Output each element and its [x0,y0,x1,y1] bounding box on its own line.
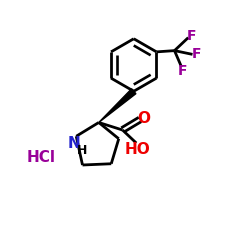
Text: O: O [138,111,151,126]
Polygon shape [99,89,136,122]
Text: HO: HO [124,142,150,157]
Text: F: F [178,64,188,78]
Text: HCl: HCl [27,150,56,165]
Text: N: N [68,136,80,151]
Text: H: H [76,144,87,156]
Text: F: F [187,28,196,42]
Text: F: F [192,48,202,61]
